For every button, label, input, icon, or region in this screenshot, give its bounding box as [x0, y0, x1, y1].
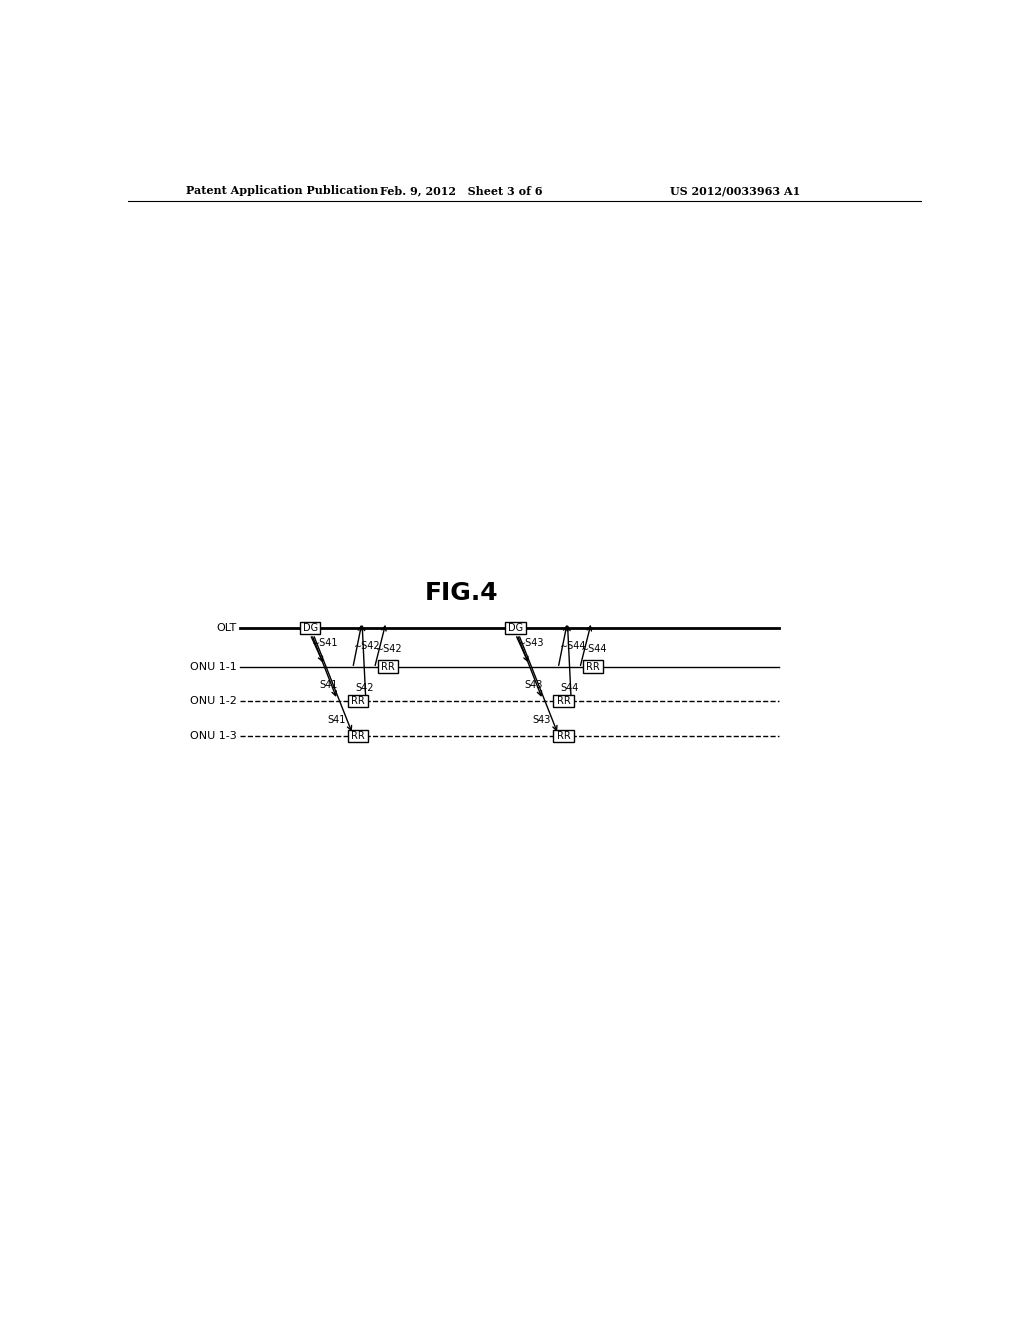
Text: ∼S44: ∼S44	[582, 644, 608, 653]
Bar	[348, 730, 369, 742]
Text: Patent Application Publication: Patent Application Publication	[186, 185, 379, 197]
Bar	[506, 622, 525, 635]
Text: US 2012/0033963 A1: US 2012/0033963 A1	[671, 185, 801, 197]
Text: DG: DG	[302, 623, 317, 634]
Text: ONU 1-2: ONU 1-2	[189, 696, 237, 706]
Text: RR: RR	[557, 731, 570, 741]
Text: RR: RR	[586, 661, 600, 672]
Text: ∼S44: ∼S44	[560, 640, 586, 651]
Text: ∼S43: ∼S43	[518, 639, 545, 648]
Text: DG: DG	[508, 623, 523, 634]
Text: ONU 1-3: ONU 1-3	[189, 731, 237, 741]
Text: S41: S41	[328, 715, 345, 725]
Text: FIG.4: FIG.4	[424, 581, 498, 606]
Text: S41: S41	[319, 681, 338, 690]
Bar	[554, 730, 573, 742]
Text: ∼S41: ∼S41	[312, 639, 339, 648]
Bar	[583, 660, 603, 673]
Text: RR: RR	[351, 731, 365, 741]
Text: RR: RR	[351, 696, 365, 706]
Text: RR: RR	[557, 696, 570, 706]
Text: RR: RR	[381, 661, 394, 672]
Text: OLT: OLT	[216, 623, 237, 634]
Text: S43: S43	[532, 715, 551, 725]
Text: S43: S43	[524, 681, 543, 690]
Text: ∼S42: ∼S42	[376, 644, 402, 653]
Bar	[554, 696, 573, 708]
Text: ONU 1-1: ONU 1-1	[189, 661, 237, 672]
Text: Feb. 9, 2012   Sheet 3 of 6: Feb. 9, 2012 Sheet 3 of 6	[380, 185, 543, 197]
Bar	[300, 622, 321, 635]
Text: S44: S44	[560, 682, 579, 693]
Text: S42: S42	[355, 682, 374, 693]
Bar	[348, 696, 369, 708]
Text: ∼S42: ∼S42	[354, 640, 381, 651]
Bar	[378, 660, 397, 673]
